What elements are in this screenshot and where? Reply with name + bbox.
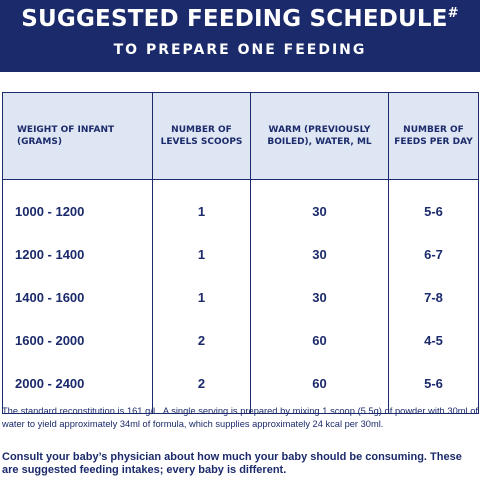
table-cell: 1 [152,276,251,319]
table-cell: 4-5 [388,319,479,362]
table-cell: 60 [250,362,389,414]
column-header: WEIGHT OF INFANT (GRAMS) [2,92,153,180]
table-body: 1000 - 1200 1 30 5-6 1200 - 1400 1 30 6-7 1400 -… [2,179,479,414]
column-header: NUMBER OF LEVELS SCOOPS [152,92,251,180]
title-text: SUGGESTED FEEDING SCHEDULE [21,6,448,32]
feeding-table: WEIGHT OF INFANT (GRAMS) NUMBER OF LEVELS… [2,92,479,414]
table-cell: 1000 - 1200 [2,179,153,233]
table-row: 1200 - 1400 1 30 6-7 [2,233,479,276]
table-cell: 1 [152,233,251,276]
title: SUGGESTED FEEDING SCHEDULE# [0,6,480,32]
table-cell: 1 [152,179,251,233]
table-row: 2000 - 2400 2 60 5-6 [2,362,479,414]
table-cell: 6-7 [388,233,479,276]
table-cell: 2000 - 2400 [2,362,153,414]
table-cell: 30 [250,276,389,319]
table-cell: 30 [250,179,389,233]
column-header: WARM (PREVIOUSLY BOILED), WATER, ML [250,92,389,180]
table-cell: 2 [152,319,251,362]
title-mark: # [447,6,459,21]
subtitle: TO PREPARE ONE FEEDING [113,42,367,58]
column-header: NUMBER OF FEEDS PER DAY [388,92,479,180]
table-cell: 2 [152,362,251,414]
table-row: 1400 - 1600 1 30 7-8 [2,276,479,319]
header-row: WEIGHT OF INFANT (GRAMS) NUMBER OF LEVELS… [2,92,479,180]
table-cell: 1200 - 1400 [2,233,153,276]
advice: Consult your baby’s physician about how … [2,451,462,476]
table-cell: 60 [250,319,389,362]
header-banner: SUGGESTED FEEDING SCHEDULE# TO PREPARE O… [0,0,480,72]
table-cell: 1400 - 1600 [2,276,153,319]
table-cell: 7-8 [388,276,479,319]
table-row: 1000 - 1200 1 30 5-6 [2,179,479,233]
footnote: The standard reconstitution is 161 g/L. … [2,406,478,429]
table-cell: 30 [250,233,389,276]
table-row: 1600 - 2000 2 60 4-5 [2,319,479,362]
table-cell: 5-6 [388,362,479,414]
table-cell: 5-6 [388,179,479,233]
table-cell: 1600 - 2000 [2,319,153,362]
